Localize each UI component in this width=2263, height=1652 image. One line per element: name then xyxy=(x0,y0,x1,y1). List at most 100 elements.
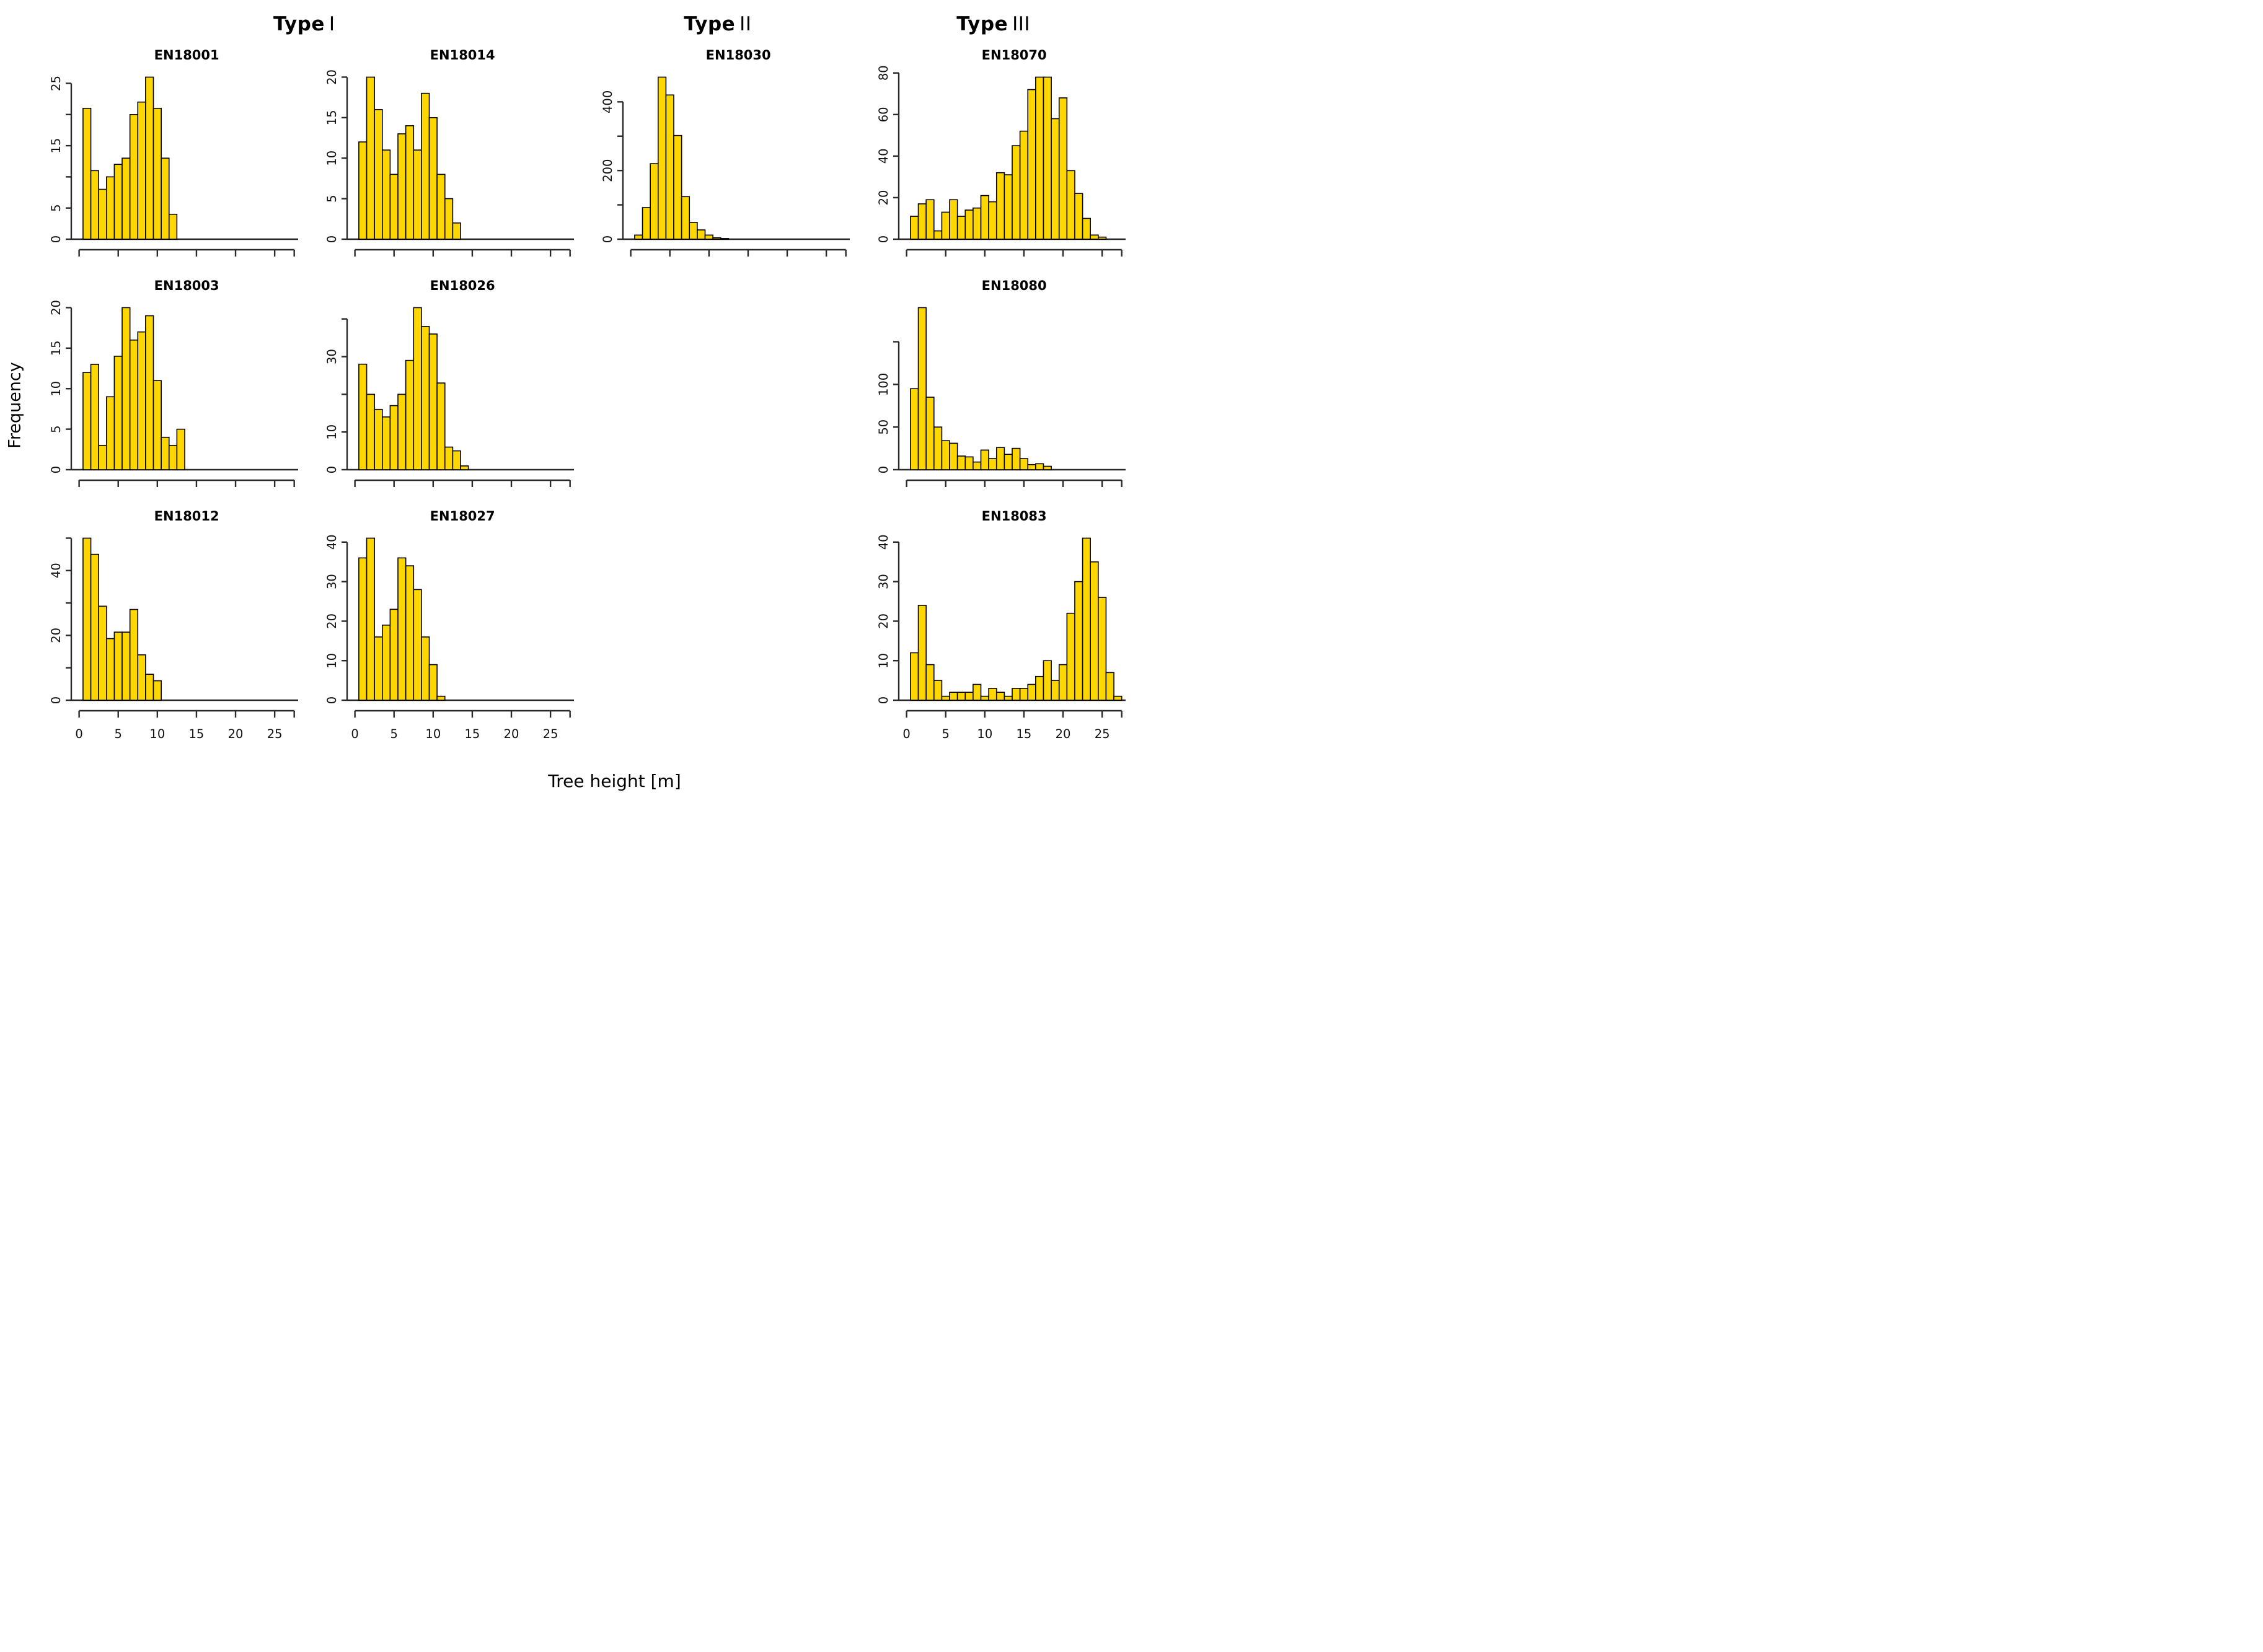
bar xyxy=(413,149,422,240)
bar xyxy=(413,307,422,470)
bar xyxy=(917,605,927,701)
bar xyxy=(121,307,131,470)
bar xyxy=(106,176,115,240)
bar xyxy=(1011,447,1021,470)
bar xyxy=(995,692,1005,701)
type-header-1: Type I xyxy=(29,13,580,35)
type-headers: Type I Type II Type III xyxy=(29,5,1131,43)
x-axis: 0 5 10 15 20 25 xyxy=(76,710,296,741)
type-header-3-numeral: III xyxy=(1012,13,1031,35)
plot-title: EN18070 xyxy=(981,48,1046,63)
y-axis: 0 5 15 25 xyxy=(49,76,73,243)
bar xyxy=(176,428,186,470)
y-tick-label: 0 xyxy=(325,466,339,473)
bar xyxy=(995,447,1005,470)
bar xyxy=(428,333,438,470)
type-header-2-numeral: II xyxy=(739,13,752,35)
bar xyxy=(980,449,989,470)
bar xyxy=(1004,454,1013,470)
y-tick-label: 60 xyxy=(876,107,890,122)
bar xyxy=(1034,463,1044,470)
bar xyxy=(366,393,376,470)
bar xyxy=(712,237,721,240)
bar xyxy=(1097,236,1106,240)
x-axis-label-row: Tree height [m] xyxy=(29,767,1131,805)
x-tick-label: 15 xyxy=(1016,727,1031,741)
histogram-svg: EN18030 0 200 400 xyxy=(601,48,850,257)
bar xyxy=(909,652,919,701)
bar xyxy=(397,393,407,470)
bar xyxy=(948,442,958,470)
bar xyxy=(980,195,989,240)
bar xyxy=(137,101,147,240)
bar xyxy=(452,222,461,240)
bar xyxy=(121,631,131,701)
y-tick-label: 10 xyxy=(325,151,339,166)
bar xyxy=(90,553,100,701)
histogram-svg: EN18027 0 10 20 30 40 0 5 10 15 20 25 xyxy=(325,509,575,741)
x-tick-label: 5 xyxy=(390,727,398,741)
y-tick-label: 15 xyxy=(325,110,339,125)
bar xyxy=(98,605,107,701)
x-axis xyxy=(78,248,296,257)
y-tick-label: 20 xyxy=(325,613,339,629)
bar xyxy=(413,589,422,701)
bar xyxy=(689,222,698,240)
bar xyxy=(1090,561,1099,701)
bar xyxy=(972,207,981,240)
bar xyxy=(421,92,430,240)
bar xyxy=(948,692,958,701)
x-tick-label: 10 xyxy=(150,727,165,741)
bar xyxy=(113,356,123,470)
bar xyxy=(452,450,461,470)
bar xyxy=(972,683,981,701)
y-tick-label: 20 xyxy=(876,613,890,629)
x-axis: 0 5 10 15 20 25 xyxy=(902,710,1123,741)
bar xyxy=(673,134,682,240)
bar xyxy=(106,638,115,701)
bar xyxy=(1027,89,1036,240)
bar xyxy=(389,609,399,701)
bar xyxy=(1011,688,1021,701)
y-axis: 0 10 20 30 40 xyxy=(325,534,348,704)
histogram-svg: EN18012 0 20 40 0 5 10 15 20 25 xyxy=(49,509,299,741)
plot-title: EN18001 xyxy=(154,48,219,63)
y-tick-label: 50 xyxy=(876,420,890,435)
bar xyxy=(995,172,1005,240)
bar xyxy=(704,234,713,240)
x-tick-label: 10 xyxy=(426,727,441,741)
type-header-2-word: Type xyxy=(684,13,736,35)
bar xyxy=(137,331,147,470)
y-tick-label: 0 xyxy=(876,235,890,243)
y-tick-label: 20 xyxy=(876,190,890,206)
bar xyxy=(917,203,927,240)
y-tick-label: 20 xyxy=(49,628,63,643)
bar xyxy=(964,209,974,240)
bar xyxy=(956,692,966,701)
bar xyxy=(389,174,399,240)
y-axis: 0 200 400 xyxy=(601,90,624,243)
bar xyxy=(82,537,92,701)
bar xyxy=(1043,660,1052,701)
plot-title: EN18080 xyxy=(981,278,1046,293)
histogram-svg: EN18014 0 5 10 15 20 xyxy=(325,48,575,257)
bar xyxy=(113,631,123,701)
bar xyxy=(374,636,383,701)
charts-grid: EN18001 0 5 15 25 EN18014 0 5 10 15 20 EN18030 0 200 4… xyxy=(29,43,1131,767)
y-tick-label: 40 xyxy=(325,534,339,550)
bar xyxy=(1066,612,1075,701)
x-tick-label: 5 xyxy=(942,727,949,741)
y-tick-label: 25 xyxy=(49,76,63,91)
y-tick-label: 15 xyxy=(49,340,63,356)
x-axis: 0 5 10 15 20 25 xyxy=(351,710,571,741)
y-tick-label: 10 xyxy=(325,653,339,669)
bar xyxy=(1090,234,1099,240)
bar xyxy=(1066,170,1075,240)
histogram-svg: EN18003 0 5 10 15 20 xyxy=(49,278,299,487)
histogram-panel-EN18026: EN18026 0 10 30 xyxy=(304,274,580,504)
y-tick-label: 10 xyxy=(49,381,63,397)
bar xyxy=(382,416,391,470)
bar xyxy=(358,557,368,701)
bar xyxy=(145,315,154,470)
y-axis: 0 5 10 15 20 xyxy=(325,69,348,243)
